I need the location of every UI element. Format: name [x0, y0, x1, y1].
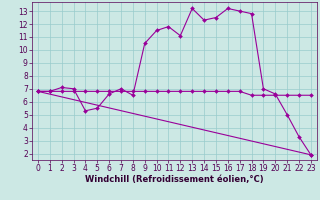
X-axis label: Windchill (Refroidissement éolien,°C): Windchill (Refroidissement éolien,°C) [85, 175, 264, 184]
